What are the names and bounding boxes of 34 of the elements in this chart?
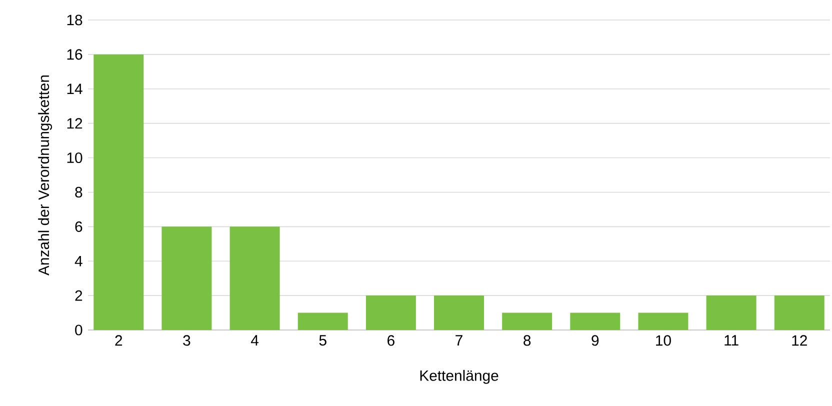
y-tick-label: 10 [67,152,82,164]
bar [298,312,348,330]
y-tick-label: 8 [75,186,82,198]
x-tick-label: 3 [183,335,190,346]
bar [638,312,688,330]
bar [502,312,552,330]
x-tick-label: 12 [792,335,807,346]
bar [162,226,212,330]
x-tick-label: 6 [388,335,394,346]
y-tick-label: 16 [67,49,82,60]
x-tick-label: 9 [592,335,599,346]
bar [706,296,756,330]
bar [230,226,280,330]
y-tick-label: 12 [67,118,82,129]
bar [774,296,824,330]
bar [366,296,416,330]
y-tick-label: 2 [75,290,82,301]
y-tick-label: 6 [75,221,82,232]
x-tick-label: 4 [250,335,259,346]
x-tick-label: 5 [319,335,326,346]
x-axis-title: Kettenlänge [420,370,498,384]
x-tick-label: 10 [656,335,671,346]
y-tick-label: 4 [74,256,82,266]
x-tick-label: 2 [115,335,122,346]
bar [434,296,484,330]
x-tick-label: 8 [524,335,531,346]
y-tick-label: 18 [67,14,82,26]
y-tick-label: 0 [75,324,82,336]
bar [570,312,620,330]
y-tick-label: 14 [67,84,82,94]
bar [94,54,144,330]
x-tick-label: 11 [724,335,738,346]
x-tick-label: 7 [456,335,462,346]
y-axis-title: Anzahl der Verordnungsketten [38,75,52,276]
